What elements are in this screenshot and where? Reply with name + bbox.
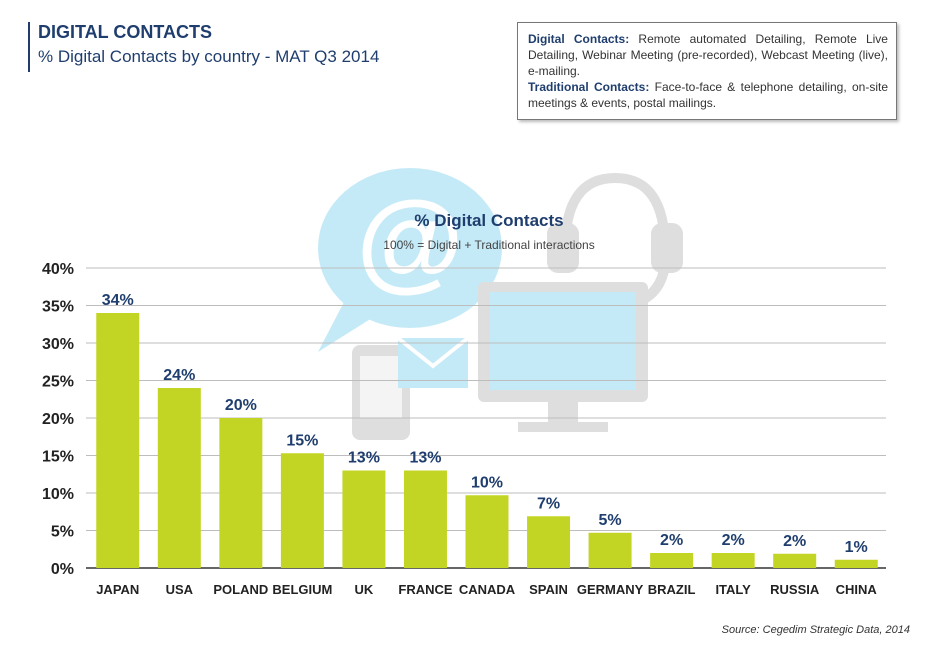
data-label-brazil: 2%: [660, 532, 683, 549]
data-label-germany: 5%: [599, 512, 622, 529]
data-label-italy: 2%: [722, 532, 745, 549]
x-tick-label-italy: ITALY: [715, 582, 751, 597]
bar-spain: [527, 516, 571, 568]
x-tick-label-canada: CANADA: [459, 582, 516, 597]
bar-brazil: [650, 553, 694, 568]
monitor-icon: [478, 282, 648, 432]
y-tick-label: 0%: [51, 561, 74, 578]
data-label-poland: 20%: [225, 397, 257, 414]
chart-subtitle: 100% = Digital + Traditional interaction…: [383, 238, 595, 252]
x-tick-label-russia: RUSSIA: [770, 582, 820, 597]
x-tick-label-usa: USA: [166, 582, 194, 597]
x-tick-label-china: CHINA: [836, 582, 878, 597]
bar-russia: [773, 553, 817, 568]
bar-china: [834, 559, 878, 568]
speech-bubble-icon: @: [318, 168, 502, 352]
envelope-icon: [396, 336, 470, 388]
y-tick-label: 30%: [42, 336, 74, 353]
bar-poland: [219, 418, 263, 568]
x-tick-label-uk: UK: [355, 582, 374, 597]
digital-contacts-term: Digital Contacts:: [528, 32, 630, 46]
data-label-spain: 7%: [537, 495, 560, 512]
y-tick-label: 5%: [51, 524, 74, 541]
bar-germany: [588, 532, 632, 568]
y-tick-label: 40%: [42, 261, 74, 278]
data-label-japan: 34%: [102, 292, 134, 309]
bar-usa: [157, 388, 201, 568]
y-tick-label: 35%: [42, 299, 74, 316]
bar-uk: [342, 470, 386, 568]
data-label-usa: 24%: [163, 367, 195, 384]
svg-text:@: @: [356, 179, 463, 302]
page-title: DIGITAL CONTACTS: [38, 22, 212, 42]
page-subtitle: % Digital Contacts by country - MAT Q3 2…: [38, 47, 380, 66]
x-tick-label-brazil: BRAZIL: [648, 582, 696, 597]
y-tick-label: 15%: [42, 449, 74, 466]
source-note: Source: Cegedim Strategic Data, 2014: [721, 624, 910, 636]
x-tick-label-spain: SPAIN: [529, 582, 568, 597]
y-tick-label: 25%: [42, 374, 74, 391]
bar-france: [403, 470, 447, 568]
x-tick-label-france: FRANCE: [398, 582, 452, 597]
bar-japan: [96, 313, 140, 568]
title-accent-line: [28, 22, 30, 72]
data-label-france: 13%: [409, 450, 441, 467]
definitions-box: Digital Contacts: Remote automated Detai…: [517, 22, 897, 120]
y-tick-label: 20%: [42, 411, 74, 428]
phone-icon: [352, 345, 410, 440]
x-tick-label-poland: POLAND: [213, 582, 268, 597]
data-label-russia: 2%: [783, 533, 806, 550]
x-tick-label-belgium: BELGIUM: [272, 582, 332, 597]
headset-icon: [547, 172, 683, 310]
x-tick-label-japan: JAPAN: [96, 582, 139, 597]
digital-contacts-definition: Remote automated Detailing, Remote Live …: [528, 32, 888, 78]
data-label-uk: 13%: [348, 450, 380, 467]
x-tick-label-germany: GERMANY: [577, 582, 644, 597]
traditional-contacts-definition: Face-to-face & telephone detailing, on-s…: [528, 80, 889, 110]
data-label-canada: 10%: [471, 474, 503, 491]
data-label-china: 1%: [845, 539, 868, 556]
y-tick-label: 10%: [42, 486, 74, 503]
bar-canada: [465, 495, 509, 568]
traditional-contacts-term: Traditional Contacts:: [528, 80, 650, 94]
watermark-illustration: @: [318, 168, 683, 440]
bar-italy: [711, 553, 755, 568]
data-label-belgium: 15%: [286, 432, 318, 449]
chart-title: % Digital Contacts: [414, 211, 564, 230]
bar-belgium: [280, 453, 324, 568]
